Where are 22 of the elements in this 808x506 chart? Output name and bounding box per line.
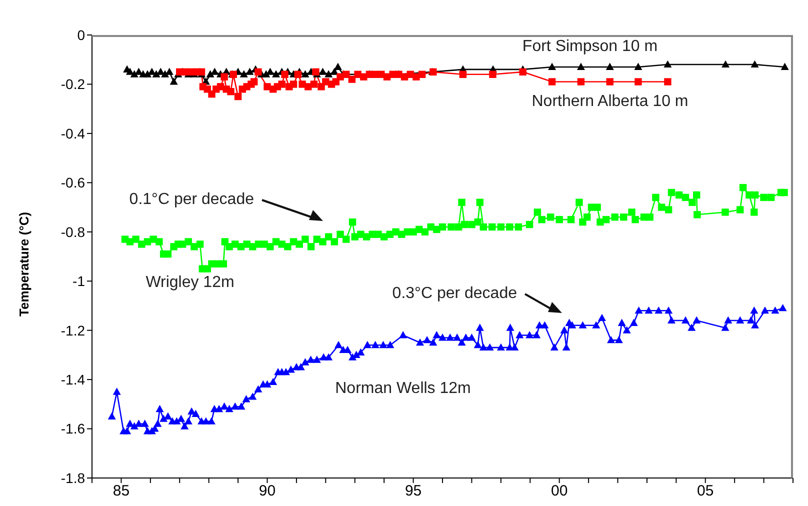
y-tick-label: -0.8 — [60, 224, 86, 240]
y-tick-label: -0.6 — [60, 174, 86, 191]
series-label: Wrigley 12m — [146, 274, 234, 292]
series-label: Norman Wells 12m — [335, 380, 471, 398]
y-tick-label: -1.8 — [60, 470, 86, 486]
y-tick-label: 0 — [77, 26, 86, 43]
y-tick-label: -1 — [72, 273, 86, 290]
y-tick-label: -1.2 — [60, 322, 86, 338]
x-tick-label: 05 — [697, 482, 714, 500]
series-label: Fort Simpson 10 m — [522, 38, 658, 56]
x-tick-label: 90 — [258, 482, 276, 500]
y-tick-label: -0.2 — [60, 76, 86, 92]
annotation: 0.1°C per decade — [129, 191, 254, 209]
y-tick-label: -1.6 — [60, 420, 86, 437]
y-axis-title: Temperature (°C) — [16, 212, 32, 316]
x-tick-label: 00 — [550, 482, 568, 500]
y-tick-label: -1.4 — [60, 372, 86, 388]
x-tick-label: 85 — [112, 482, 130, 500]
x-tick-label: 95 — [404, 482, 422, 500]
annotation: 0.3°C per decade — [392, 285, 517, 303]
series-label: Northern Alberta 10 m — [532, 93, 688, 111]
y-tick-label: -0.4 — [60, 125, 86, 142]
